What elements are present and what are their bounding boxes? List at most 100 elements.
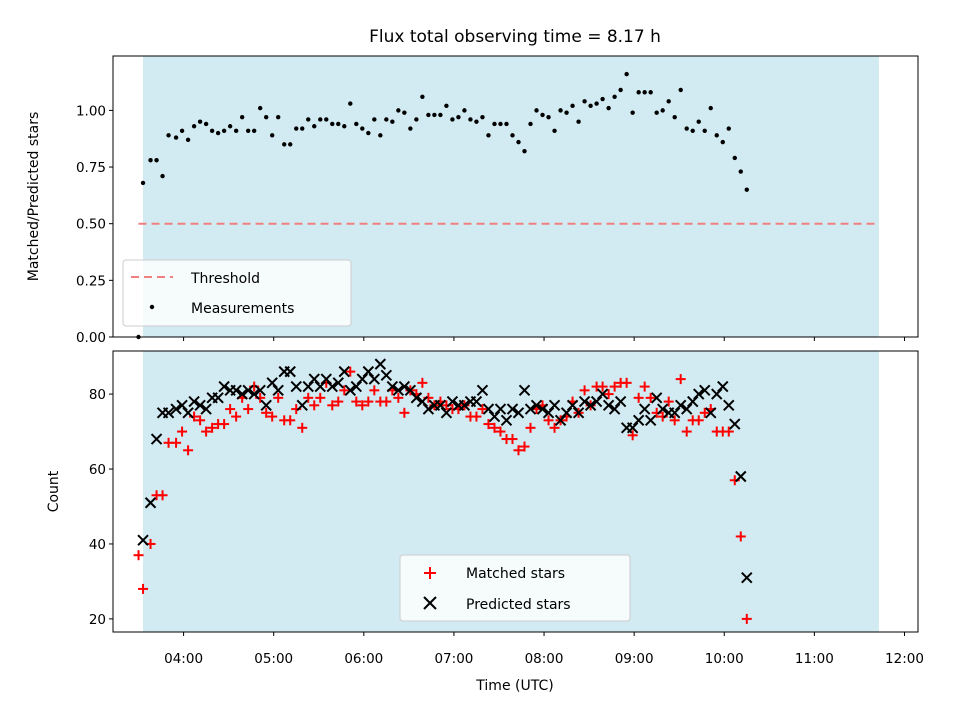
matched-stars-point <box>495 426 506 437</box>
predicted-stars-point <box>150 433 163 445</box>
predicted-stars-point <box>488 410 501 423</box>
predicted-stars-point <box>242 384 254 397</box>
predicted-stars-point <box>693 388 705 400</box>
measurement-point <box>245 128 251 133</box>
matched-stars-point <box>663 396 674 407</box>
matched-stars-point <box>633 392 644 403</box>
measurement-point <box>396 108 401 113</box>
predicted-stars-point <box>356 373 369 385</box>
predicted-stars-point <box>626 422 639 434</box>
x-tick-label: 05:00 <box>254 651 293 667</box>
measurement-point <box>726 126 731 131</box>
measurement-point <box>582 99 587 104</box>
measurement-point <box>432 112 437 118</box>
measurement-point <box>354 121 359 127</box>
predicted-stars-point <box>302 380 314 393</box>
measurement-point <box>468 117 473 122</box>
predicted-stars-point <box>554 414 567 427</box>
predicted-stars-point <box>398 380 411 393</box>
predicted-stars-point <box>296 399 308 412</box>
matched-stars-point <box>267 411 278 422</box>
matched-stars-point <box>183 445 194 456</box>
measurement-point <box>324 117 329 122</box>
predicted-stars-point <box>308 373 320 385</box>
matched-stars-point <box>669 415 680 426</box>
measurement-point <box>348 101 353 106</box>
measurement-point <box>474 119 479 124</box>
top-y-axis-label: Matched/Predicted stars <box>26 112 42 282</box>
measurement-point <box>282 142 287 147</box>
matched-stars-point <box>507 434 518 445</box>
predicted-stars-point <box>644 414 657 427</box>
matched-stars-point <box>138 583 149 594</box>
matched-stars-point <box>489 422 500 433</box>
matched-stars-point <box>417 377 428 388</box>
measurement-point <box>516 139 521 145</box>
measurement-point <box>185 137 191 143</box>
predicted-stars-point <box>446 395 459 408</box>
predicted-stars-point <box>524 403 537 415</box>
y-tick-label: 0.25 <box>76 273 106 289</box>
measurement-point <box>714 133 719 138</box>
predicted-stars-point <box>548 399 561 412</box>
measurement-point <box>215 130 221 136</box>
measurement-point <box>209 128 215 133</box>
predicted-stars-point <box>741 571 753 584</box>
measurement-point <box>179 128 185 133</box>
measurement-point <box>257 105 263 111</box>
matched-stars-point <box>639 381 650 392</box>
predicted-stars-point <box>536 403 549 415</box>
top-legend: Threshold Measurements <box>122 259 352 327</box>
y-tick-label: 40 <box>89 537 106 553</box>
bottom-axes-frame <box>112 350 919 633</box>
predicted-stars-point <box>656 403 669 415</box>
predicted-stars-point <box>578 395 591 408</box>
measurement-point <box>426 112 431 118</box>
predicted-stars-point <box>530 399 543 412</box>
count-series <box>133 358 753 624</box>
predicted-stars-point <box>735 470 747 483</box>
measurement-point <box>378 133 383 138</box>
measurement-point <box>732 155 737 161</box>
matched-stars-point <box>549 422 560 433</box>
predicted-stars-point <box>194 399 206 412</box>
predicted-stars-point <box>326 380 338 393</box>
measurement-point <box>672 114 677 120</box>
measurement-point <box>154 158 159 163</box>
matched-stars-point <box>171 437 182 448</box>
predicted-stars-point <box>338 365 350 378</box>
predicted-stars-point <box>650 392 663 404</box>
matched-stars-point <box>273 392 284 403</box>
measurement-point <box>486 133 491 138</box>
predicted-stars-point <box>608 403 621 415</box>
measurement-point <box>444 103 449 109</box>
measurement-point <box>510 133 515 138</box>
predicted-stars-point <box>602 399 615 412</box>
predicted-stars-point <box>422 403 435 415</box>
predicted-stars-point <box>596 388 609 400</box>
top-x-ticks <box>183 337 905 341</box>
predicted-stars-point <box>380 369 393 382</box>
chart-title: Flux total observing time = 8.17 h <box>369 27 661 47</box>
measurement-point <box>462 108 467 113</box>
predicted-stars-point <box>410 392 423 404</box>
predicted-stars-point <box>590 395 603 408</box>
predicted-stars-point <box>711 388 723 400</box>
predicted-stars-point <box>440 407 453 419</box>
matched-stars-point <box>675 374 686 385</box>
predicted-stars-point <box>284 365 296 378</box>
measurement-point <box>390 119 395 124</box>
predicted-stars-point <box>560 407 573 419</box>
matched-stars-point <box>309 400 320 411</box>
matched-stars-point <box>363 396 374 407</box>
matched-stars-point <box>261 407 272 418</box>
x-tick-label: 07:00 <box>434 651 473 667</box>
predicted-stars-point <box>717 380 729 393</box>
predicted-stars-point <box>404 384 417 397</box>
matched-stars-point <box>645 392 656 403</box>
measurement-point <box>594 101 599 106</box>
measurement-point <box>618 87 623 93</box>
bottom-y-axis-label: Count <box>46 470 62 512</box>
measurement-point <box>690 128 695 133</box>
predicted-stars-point <box>200 403 212 415</box>
